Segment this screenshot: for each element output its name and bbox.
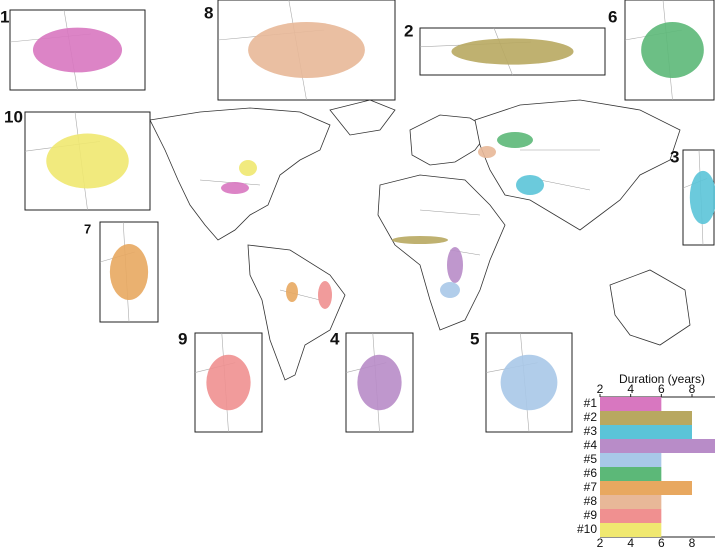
row-label: #6 <box>584 466 598 480</box>
region-blob <box>239 160 257 176</box>
inset-number: 10 <box>4 107 23 126</box>
duration-bar <box>600 523 662 537</box>
inset-region <box>357 354 402 411</box>
row-label: #4 <box>584 438 598 452</box>
greenland <box>329 99 396 136</box>
inset-number: 4 <box>330 329 340 348</box>
inset-region <box>109 244 149 300</box>
region-blob <box>497 132 533 148</box>
asia <box>474 99 681 231</box>
duration-bar <box>600 495 662 509</box>
row-label: #2 <box>584 410 598 424</box>
row-label: #1 <box>584 396 598 410</box>
inset-number: 5 <box>470 329 479 348</box>
south-america <box>247 244 346 381</box>
x-tick-label-top: 4 <box>627 382 634 396</box>
inset-number: 3 <box>670 147 679 166</box>
inset-region <box>46 133 129 189</box>
duration-bar <box>600 467 662 481</box>
inset-region <box>206 354 251 411</box>
x-tick-label-bottom: 8 <box>689 536 696 550</box>
africa <box>377 174 506 331</box>
duration-legend: Duration (years) 22446688#1#2#3#4#5#6#7#… <box>577 372 715 550</box>
region-blob <box>286 282 298 302</box>
drought-regions <box>221 132 544 309</box>
duration-bar <box>600 453 662 467</box>
region-blob <box>392 236 448 244</box>
inset-number: 2 <box>404 21 413 40</box>
x-tick-label-top: 6 <box>658 382 665 396</box>
inset-region <box>689 170 715 225</box>
region-blob <box>440 282 460 298</box>
duration-bar <box>600 397 662 411</box>
inset-region <box>641 22 704 78</box>
world-map <box>149 99 691 381</box>
duration-bar <box>600 411 692 425</box>
region-blob <box>516 175 544 195</box>
row-label: #5 <box>584 452 598 466</box>
australia <box>609 269 691 346</box>
inset-number: 1 <box>0 7 9 26</box>
inset-region <box>248 22 365 78</box>
duration-bar <box>600 439 715 453</box>
region-blob <box>318 281 332 309</box>
inset-number: 7 <box>84 221 91 236</box>
x-tick-label-bottom: 6 <box>658 536 665 550</box>
row-label: #3 <box>584 424 598 438</box>
inset-number: 8 <box>204 3 213 22</box>
legend-title: Duration (years) <box>619 372 705 386</box>
region-blob <box>447 247 463 283</box>
inset-number: 6 <box>608 7 617 26</box>
duration-bar <box>600 481 692 495</box>
x-tick-label-bottom: 4 <box>627 536 634 550</box>
insets: 1 2 3 4 5 6 7 8 9 10 <box>0 0 715 433</box>
row-label: #10 <box>577 522 597 536</box>
north-america <box>149 107 331 241</box>
duration-bar <box>600 425 692 439</box>
x-tick-label-top: 8 <box>689 382 696 396</box>
row-label: #9 <box>584 508 598 522</box>
x-tick-label-bottom: 2 <box>597 536 604 550</box>
duration-bar <box>600 509 662 523</box>
inset-region <box>32 27 123 73</box>
x-tick-label-top: 2 <box>597 382 604 396</box>
region-blob <box>221 182 249 194</box>
europe <box>409 114 491 166</box>
inset-region <box>500 354 558 411</box>
row-label: #8 <box>584 494 598 508</box>
row-label: #7 <box>584 480 598 494</box>
inset-number: 9 <box>178 329 187 348</box>
inset-region <box>451 38 574 65</box>
region-blob <box>478 146 496 158</box>
